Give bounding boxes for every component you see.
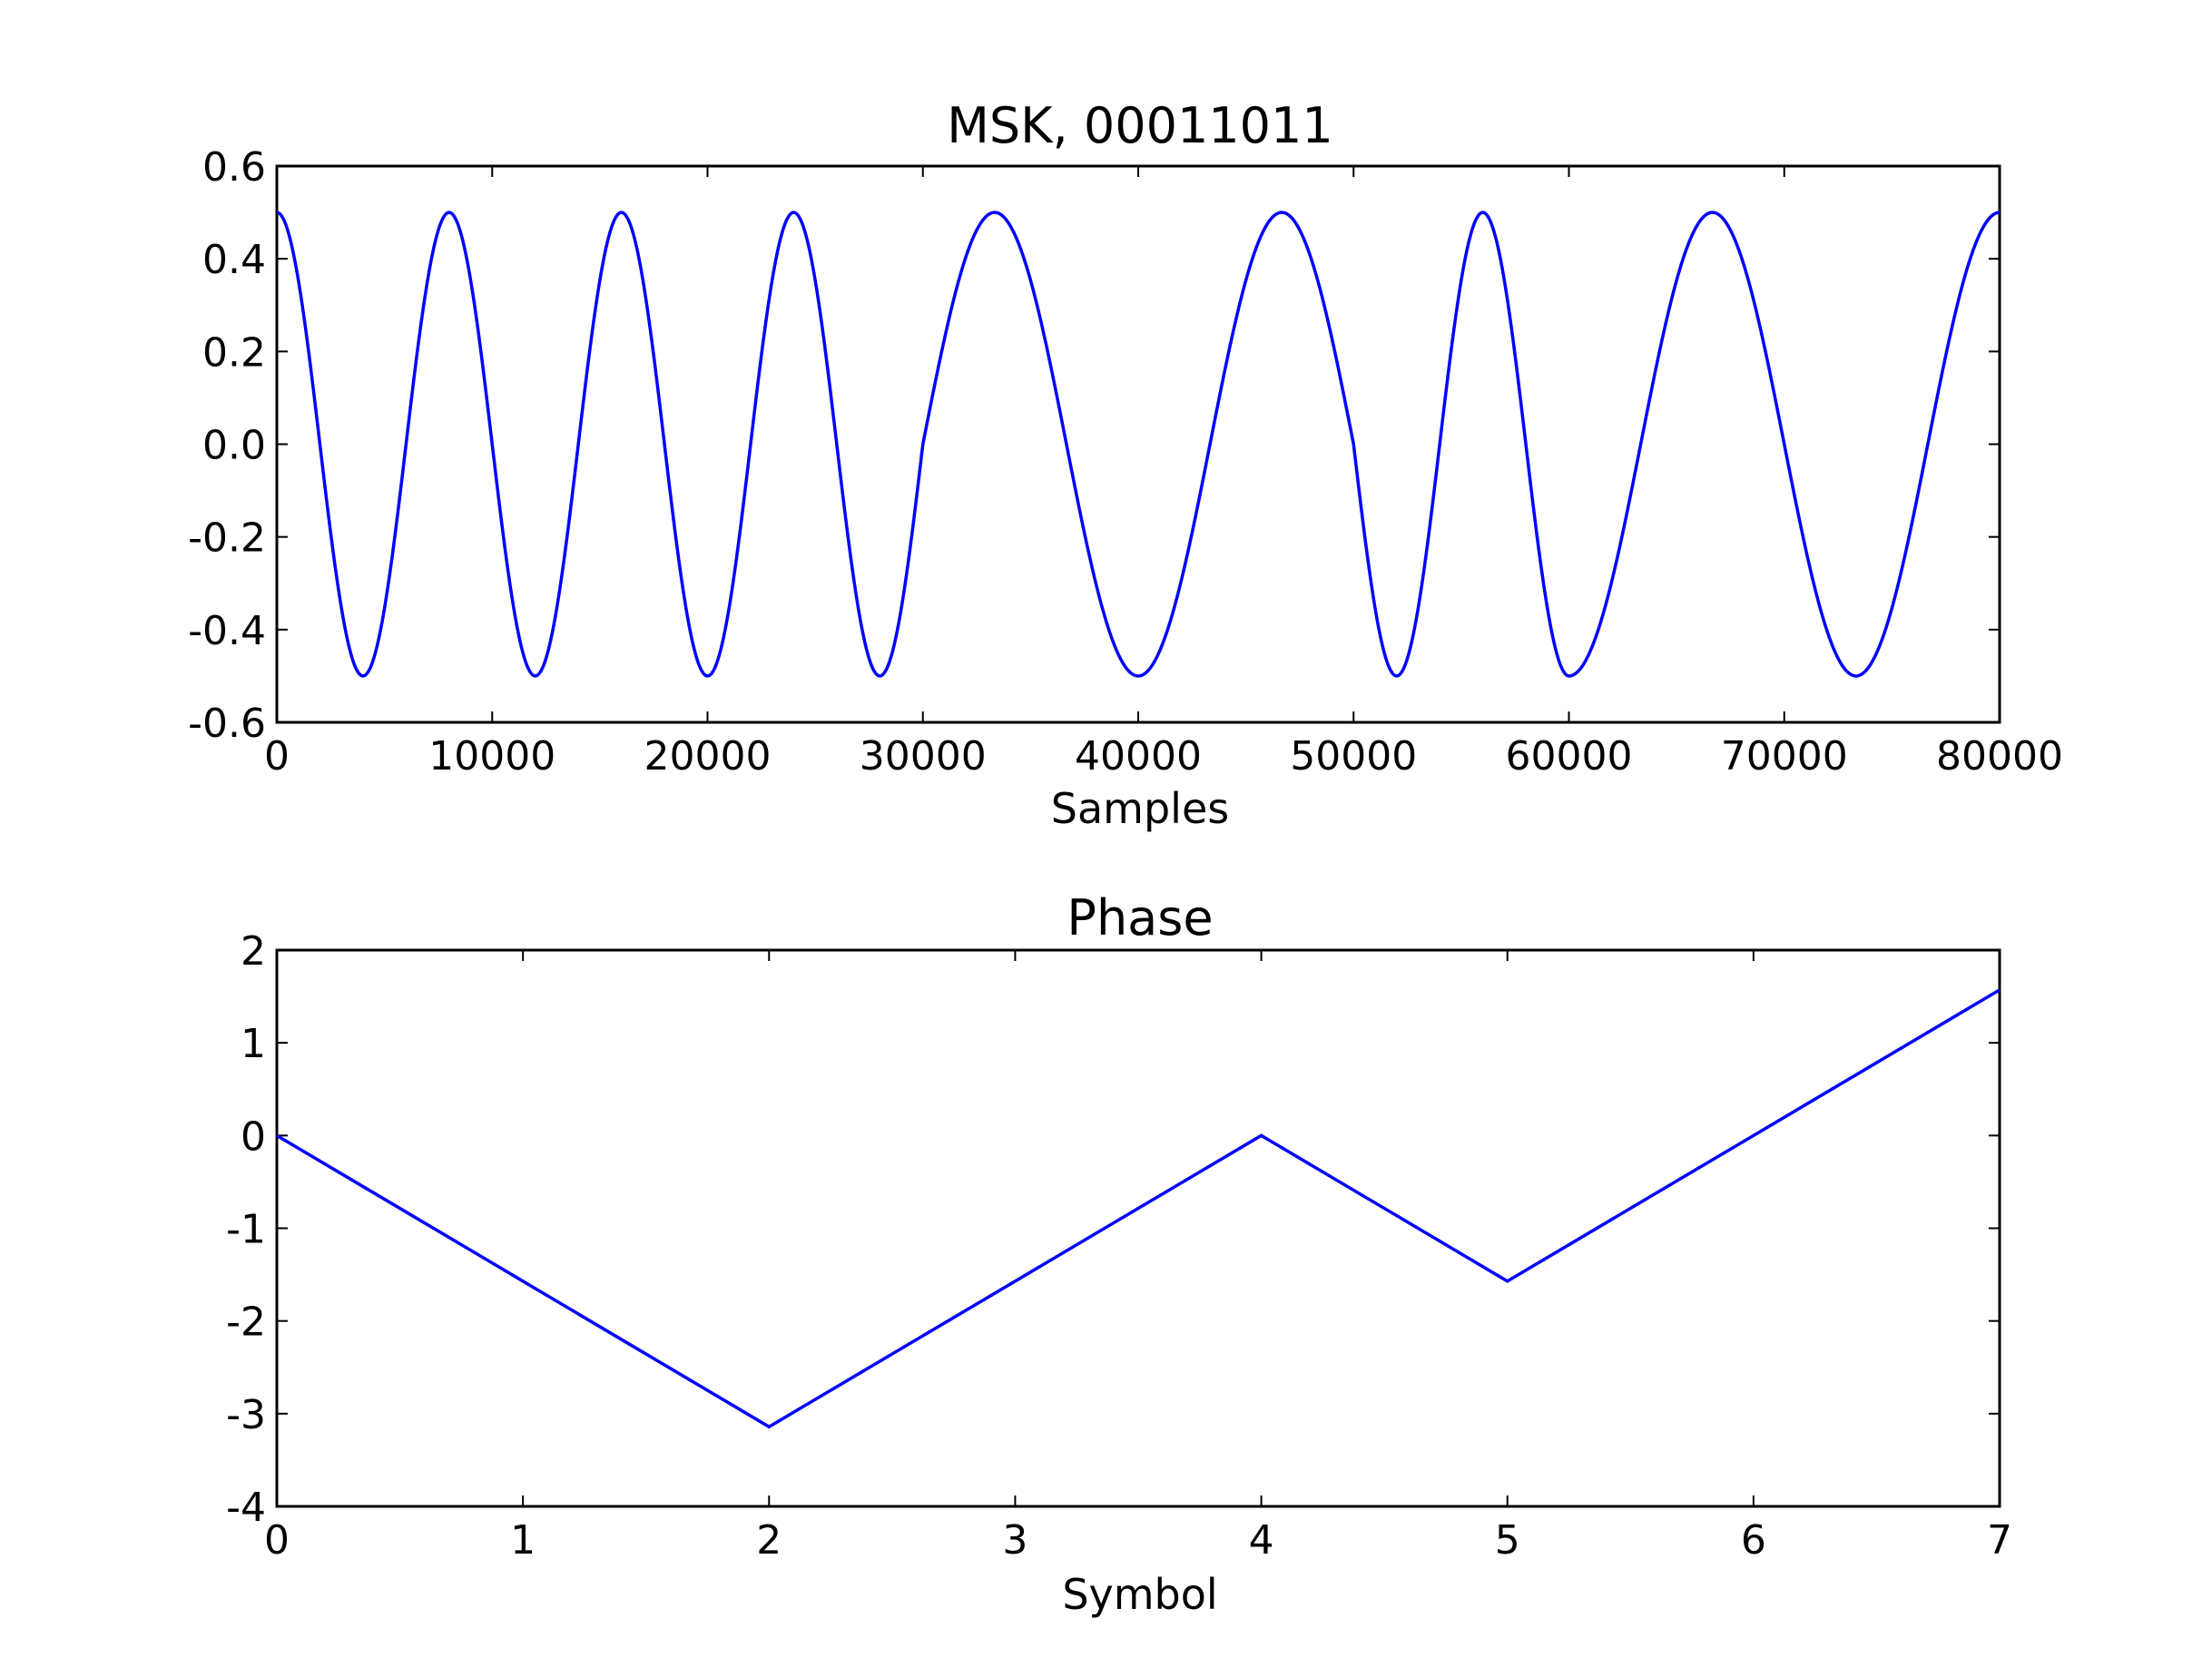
msk-x-tick-label: 0	[264, 733, 290, 780]
msk-x-ticks: 0 10000 20000 30000 40000 50000 60000 70000 8000…	[264, 166, 2063, 780]
msk-waveform-line	[276, 211, 2001, 678]
phase-x-axis-label: Symbol	[1062, 1570, 1217, 1619]
msk-x-tick-label: 80000	[1936, 733, 2063, 780]
phase-chart: Phase 2 1 0 -1 -2 -3 -4 0 1 2 3 4 5 6 7 Symbol	[226, 889, 2012, 1619]
phase-series-line	[276, 988, 2001, 1429]
msk-y-tick-label: -0.4	[188, 608, 266, 654]
phase-y-tick-label: 0	[241, 1113, 266, 1160]
msk-x-tick-label: 70000	[1721, 733, 1848, 780]
msk-chart-title: MSK, 00011011	[947, 97, 1332, 154]
msk-chart: MSK, 00011011 0.6 0.4 0.2 0.0 -0.2 -0.4 -0.6 0…	[188, 97, 2063, 833]
phase-y-tick-label: -4	[226, 1485, 266, 1531]
msk-x-tick-label: 40000	[1075, 733, 1202, 780]
phase-x-tick-label: 5	[1495, 1517, 1520, 1564]
msk-y-tick-label: 0.4	[202, 237, 266, 283]
phase-x-ticks: 0 1 2 3 4 5 6 7	[264, 950, 2012, 1564]
msk-y-tick-label: 0.6	[202, 144, 266, 191]
phase-y-tick-label: 2	[241, 928, 266, 975]
msk-y-tick-label: -0.6	[188, 701, 266, 747]
phase-x-tick-label: 6	[1741, 1517, 1766, 1564]
phase-chart-title: Phase	[1067, 889, 1213, 946]
msk-y-tick-label: 0.2	[202, 329, 266, 376]
phase-y-tick-label: -3	[226, 1392, 266, 1438]
msk-x-tick-label: 60000	[1506, 733, 1633, 780]
phase-x-tick-label: 0	[264, 1517, 290, 1564]
phase-y-tick-label: -2	[226, 1299, 266, 1346]
phase-x-tick-label: 3	[1002, 1517, 1027, 1564]
msk-x-tick-label: 10000	[428, 733, 555, 780]
msk-x-axis-label: Samples	[1051, 784, 1229, 833]
phase-y-tick-label: 1	[241, 1021, 266, 1067]
msk-plot-frame	[275, 164, 2001, 724]
phase-x-tick-label: 1	[510, 1517, 536, 1564]
phase-x-tick-label: 2	[756, 1517, 782, 1564]
msk-x-tick-label: 50000	[1290, 733, 1417, 780]
msk-x-tick-label: 20000	[644, 733, 772, 780]
phase-y-ticks: 2 1 0 -1 -2 -3 -4	[226, 928, 2000, 1531]
msk-y-tick-label: -0.2	[188, 515, 266, 562]
phase-y-tick-label: -1	[226, 1207, 266, 1253]
phase-x-tick-label: 4	[1249, 1517, 1274, 1564]
msk-y-ticks: 0.6 0.4 0.2 0.0 -0.2 -0.4 -0.6	[188, 144, 2000, 747]
msk-x-tick-label: 30000	[860, 733, 987, 780]
phase-plot-frame	[275, 948, 2001, 1508]
phase-x-tick-label: 7	[1987, 1517, 2012, 1564]
msk-y-tick-label: 0.0	[202, 423, 266, 469]
